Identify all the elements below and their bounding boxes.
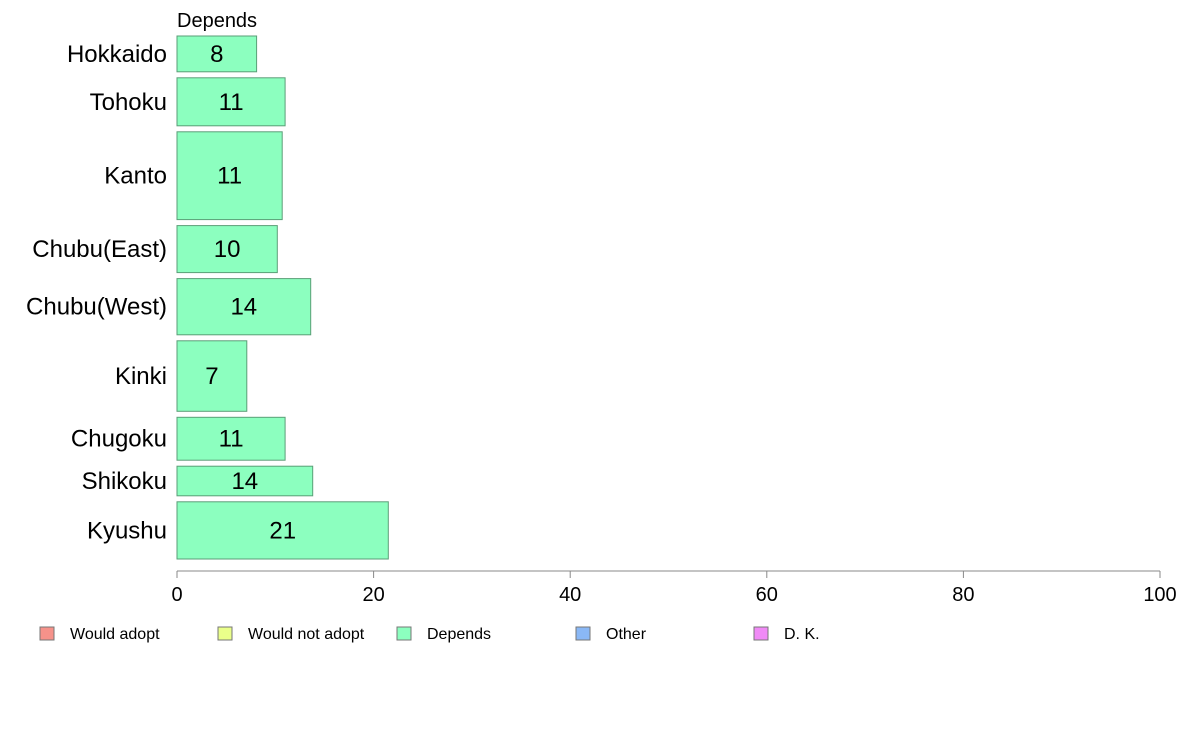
legend-swatch <box>39 626 55 641</box>
bar-chubu-west- <box>176 278 312 336</box>
bar-tohoku <box>176 77 286 127</box>
bar-value-label: 11 <box>219 89 244 116</box>
category-labels: Hokkaido Tohoku Kanto Chubu(East) Chubu(West… <box>26 41 167 545</box>
legend-swatch <box>217 626 233 641</box>
legend-label: Would adopt <box>70 626 160 643</box>
legend-label: Other <box>606 626 647 643</box>
legend-swatch <box>575 626 591 641</box>
bar-chugoku <box>176 416 286 461</box>
x-axis: 0 20 40 60 80 100 <box>171 570 1177 606</box>
bar-kanto <box>176 131 283 221</box>
category-label: Chubu(East) <box>32 236 167 263</box>
legend-label: Would not adopt <box>248 626 365 643</box>
legend: Would adopt Would not adopt Depends Other D.… <box>39 626 820 643</box>
bar-value-label: 8 <box>210 41 223 68</box>
bar-kyushu <box>176 501 389 560</box>
x-tick-label: 20 <box>362 584 384 606</box>
bar-value-label: 14 <box>231 468 258 495</box>
bar-value-labels: 8 11 11 10 14 7 11 14 21 <box>205 41 296 545</box>
category-label: Kinki <box>115 363 167 390</box>
bar-value-label: 11 <box>217 163 242 190</box>
category-label: Kyushu <box>87 517 167 544</box>
category-label: Kanto <box>104 163 167 190</box>
category-label: Chubu(West) <box>26 294 167 321</box>
bar-hokkaido <box>176 35 258 73</box>
bars-group <box>176 35 389 560</box>
category-label: Tohoku <box>90 89 167 116</box>
bar-chubu-east- <box>176 225 278 274</box>
x-tick-label: 0 <box>171 584 182 606</box>
legend-label: Depends <box>427 626 491 643</box>
legend-label: D. K. <box>784 626 820 643</box>
panel-title: Depends <box>177 10 257 32</box>
bar-shikoku <box>176 465 314 497</box>
category-label: Chugoku <box>71 426 167 453</box>
bar-value-label: 7 <box>205 363 218 390</box>
bar-kinki <box>176 340 248 412</box>
x-tick-label: 60 <box>756 584 778 606</box>
bar-value-label: 21 <box>269 517 296 544</box>
legend-swatch <box>396 626 412 641</box>
bar-value-label: 14 <box>230 294 257 321</box>
legend-swatch <box>753 626 769 641</box>
x-tick-label: 80 <box>952 584 974 606</box>
x-tick-label: 100 <box>1143 584 1176 606</box>
x-tick-label: 40 <box>559 584 581 606</box>
category-label: Hokkaido <box>67 41 167 68</box>
bar-value-label: 10 <box>214 236 241 263</box>
bar-value-label: 11 <box>219 426 244 453</box>
category-label: Shikoku <box>82 468 167 495</box>
